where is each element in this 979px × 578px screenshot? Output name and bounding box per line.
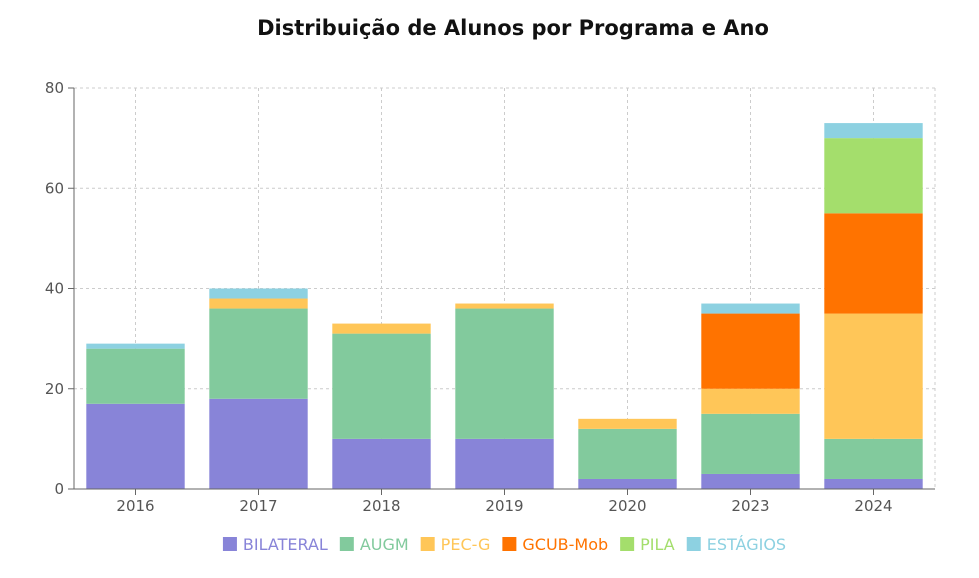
y-tick-label-60: 60 [45, 179, 64, 197]
legend-label: PEC-G [441, 535, 491, 554]
bar-2023-estágios[interactable] [701, 303, 800, 314]
bar-2016-estágios[interactable] [86, 343, 185, 349]
y-tick-label-0: 0 [54, 480, 64, 498]
bars-group [86, 123, 923, 489]
legend-item-augm[interactable]: AUGM [339, 535, 409, 554]
legend-item-estágios[interactable]: ESTÁGIOS [686, 535, 786, 554]
bar-2024-bilateral[interactable] [824, 478, 923, 489]
bar-2023-gcub-mob[interactable] [701, 313, 800, 389]
x-tick-label-2024: 2024 [854, 497, 892, 515]
bar-2017-pec-g[interactable] [209, 298, 308, 309]
bar-2020-pec-g[interactable] [578, 418, 677, 429]
bar-2024-estágios[interactable] [824, 123, 923, 139]
legend-label: ESTÁGIOS [707, 535, 786, 554]
axes: 0 20 40 60 80 2016 2017 2018 2019 2020 2023 2024 [45, 79, 935, 515]
bar-2020-bilateral[interactable] [578, 478, 677, 489]
x-tick-label-2018: 2018 [362, 497, 400, 515]
bar-2023-pec-g[interactable] [701, 388, 800, 414]
legend-swatch [502, 537, 517, 551]
bar-2018-pec-g[interactable] [332, 323, 431, 334]
bar-2024-gcub-mob[interactable] [824, 213, 923, 314]
legend: BILATERAL AUGM PEC-G GCUB-Mob PILA ESTÁGIOS [222, 535, 786, 554]
legend-swatch [620, 537, 635, 551]
legend-swatch [339, 537, 354, 551]
legend-swatch [222, 537, 237, 551]
bar-2017-estágios[interactable] [209, 288, 308, 299]
x-tick-label-2020: 2020 [608, 497, 646, 515]
bar-2018-bilateral[interactable] [332, 438, 431, 489]
legend-label: PILA [640, 535, 675, 554]
bar-2017-bilateral[interactable] [209, 398, 308, 489]
bar-2016-bilateral[interactable] [86, 403, 185, 489]
x-tick-label-2016: 2016 [116, 497, 154, 515]
bar-2023-augm[interactable] [701, 413, 800, 474]
y-tick-label-40: 40 [45, 280, 64, 298]
bar-2023-bilateral[interactable] [701, 473, 800, 489]
bar-2024-pila[interactable] [824, 138, 923, 214]
legend-label: BILATERAL [243, 535, 328, 554]
legend-swatch [686, 537, 701, 551]
legend-item-bilateral[interactable]: BILATERAL [222, 535, 328, 554]
legend-label: GCUB-Mob [522, 535, 608, 554]
bar-2024-pec-g[interactable] [824, 313, 923, 439]
legend-swatch [420, 537, 435, 551]
bar-2020-augm[interactable] [578, 428, 677, 479]
bar-2019-augm[interactable] [455, 308, 554, 439]
bar-2018-augm[interactable] [332, 333, 431, 439]
bar-2019-bilateral[interactable] [455, 438, 554, 489]
x-tick-label-2023: 2023 [731, 497, 769, 515]
bar-2019-pec-g[interactable] [455, 303, 554, 309]
x-tick-label-2017: 2017 [239, 497, 277, 515]
y-tick-label-80: 80 [45, 79, 64, 97]
bar-2017-augm[interactable] [209, 308, 308, 399]
legend-label: AUGM [360, 535, 409, 554]
x-tick-label-2019: 2019 [485, 497, 523, 515]
legend-item-pec-g[interactable]: PEC-G [420, 535, 491, 554]
bar-2016-augm[interactable] [86, 348, 185, 404]
legend-item-gcub-mob[interactable]: GCUB-Mob [502, 535, 608, 554]
bar-2024-augm[interactable] [824, 438, 923, 479]
y-tick-label-20: 20 [45, 380, 64, 398]
chart-title: Distribuição de Alunos por Programa e An… [257, 16, 769, 40]
legend-item-pila[interactable]: PILA [620, 535, 675, 554]
